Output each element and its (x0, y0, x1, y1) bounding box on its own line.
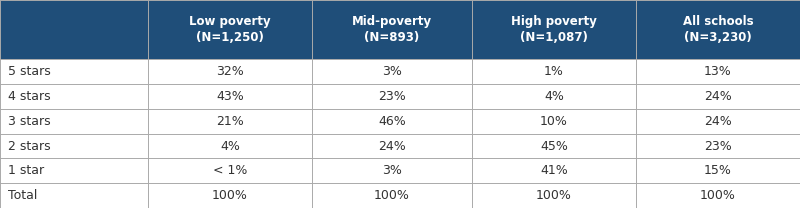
Text: 100%: 100% (700, 189, 736, 202)
Text: 3 stars: 3 stars (8, 115, 50, 128)
Text: 4%: 4% (220, 140, 240, 152)
Text: 4%: 4% (544, 90, 564, 103)
Text: Mid-poverty
(N=893): Mid-poverty (N=893) (352, 15, 432, 45)
Text: All schools
(N=3,230): All schools (N=3,230) (682, 15, 754, 45)
Bar (0, 158, 800, 183)
Text: 32%: 32% (216, 65, 244, 78)
Bar (0, 84, 800, 109)
Bar (0, 109, 800, 134)
Bar (0, 134, 800, 158)
Text: 24%: 24% (378, 140, 406, 152)
Text: 4 stars: 4 stars (8, 90, 50, 103)
Bar (0, 183, 800, 208)
Text: 24%: 24% (704, 90, 732, 103)
Text: 43%: 43% (216, 90, 244, 103)
Text: 23%: 23% (378, 90, 406, 103)
Text: 3%: 3% (382, 65, 402, 78)
Text: 5 stars: 5 stars (8, 65, 50, 78)
Text: 100%: 100% (536, 189, 572, 202)
Text: 46%: 46% (378, 115, 406, 128)
Bar (0, 0, 800, 59)
Text: 45%: 45% (540, 140, 568, 152)
Text: Low poverty
(N=1,250): Low poverty (N=1,250) (189, 15, 271, 45)
Text: 24%: 24% (704, 115, 732, 128)
Text: 15%: 15% (704, 164, 732, 177)
Bar (0, 59, 800, 84)
Text: 41%: 41% (540, 164, 568, 177)
Text: 1 star: 1 star (8, 164, 44, 177)
Text: 21%: 21% (216, 115, 244, 128)
Text: 23%: 23% (704, 140, 732, 152)
Text: 13%: 13% (704, 65, 732, 78)
Text: Total: Total (8, 189, 38, 202)
Text: 100%: 100% (374, 189, 410, 202)
Text: < 1%: < 1% (213, 164, 247, 177)
Text: 100%: 100% (212, 189, 248, 202)
Text: 3%: 3% (382, 164, 402, 177)
Text: 1%: 1% (544, 65, 564, 78)
Text: High poverty
(N=1,087): High poverty (N=1,087) (511, 15, 597, 45)
Text: 2 stars: 2 stars (8, 140, 50, 152)
Text: 10%: 10% (540, 115, 568, 128)
